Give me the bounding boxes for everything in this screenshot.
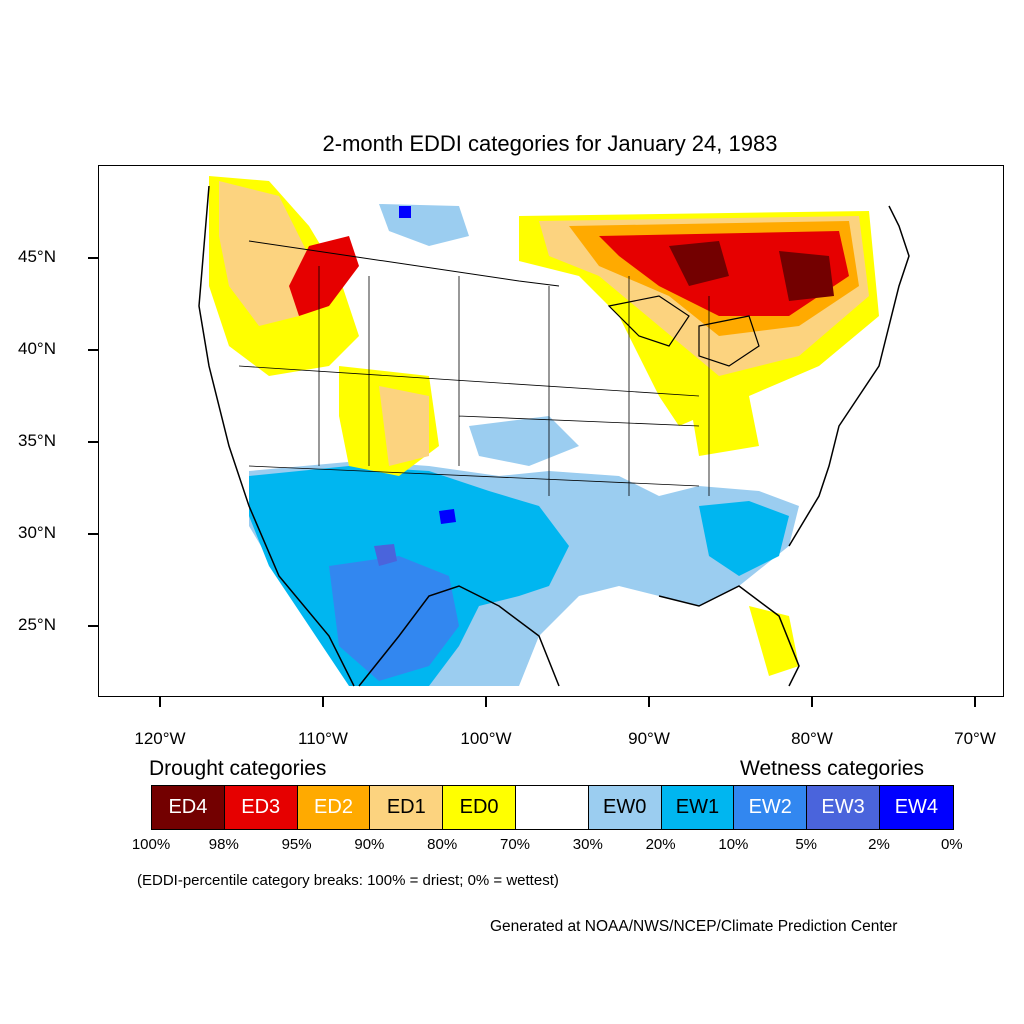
percentile-label: 10%: [718, 836, 749, 853]
lat-label: 30°N: [18, 523, 56, 542]
wet-region-ew1-southeast: [699, 501, 789, 576]
us-border-north: [248, 240, 560, 287]
legend-cell: ED4: [152, 786, 225, 829]
state-lines: [238, 266, 710, 496]
wet-region-ew4-north: [399, 206, 411, 218]
legend-cell: EW0: [588, 786, 662, 829]
legend-cell: EW2: [734, 786, 808, 829]
lon-tick: [322, 697, 324, 707]
percentile-label: 95%: [281, 836, 312, 853]
lon-label: 70°W: [954, 729, 996, 748]
lat-tick: [88, 257, 98, 259]
lon-tick: [485, 697, 487, 707]
percentile-label: 80%: [427, 836, 458, 853]
lon-label: 80°W: [791, 729, 833, 748]
percentile-label: 90%: [354, 836, 385, 853]
map-title: 2-month EDDI categories for January 24, …: [322, 131, 778, 156]
dry-region-ed3-northwest: [289, 236, 359, 316]
wet-region-ew4-nm: [439, 509, 456, 524]
legend-cell: [515, 786, 589, 829]
lon-label: 100°W: [460, 729, 512, 748]
lat-label: 35°N: [18, 431, 56, 450]
percentile-label: 2%: [868, 836, 890, 853]
wetness-categories-heading: Wetness categories: [740, 757, 925, 780]
lon-tick: [159, 697, 161, 707]
percentile-label: 70%: [499, 836, 531, 853]
legend-cell: EW3: [807, 786, 880, 829]
eddi-map: [198, 176, 910, 687]
dry-region-ed4-northeast-2: [779, 251, 834, 301]
lon-tick: [974, 697, 976, 707]
dry-region-ed0-florida: [749, 606, 799, 676]
legend-cell: EW4: [879, 786, 953, 829]
percentile-label: 5%: [795, 836, 818, 853]
wet-region-northern-plains: [379, 204, 469, 246]
dry-region-ed1-central: [379, 386, 429, 466]
percentile-label: 30%: [572, 836, 603, 853]
lon-tick: [648, 697, 650, 707]
lat-tick: [88, 441, 98, 443]
lat-label: 45°N: [18, 247, 56, 266]
legend-cell: ED2: [297, 786, 371, 829]
legend-bar: ED4 ED3 ED2 ED1 ED0 EW0 EW1 EW2 EW3 EW4: [151, 785, 954, 830]
dry-region-ed0-ohio-valley: [689, 396, 759, 456]
lat-tick: [88, 625, 98, 627]
legend-cell: ED3: [224, 786, 298, 829]
wet-region-central: [469, 416, 579, 466]
percentile-label: 0%: [940, 836, 963, 853]
lat-tick: [88, 349, 98, 351]
wet-region-ew2: [329, 556, 459, 681]
lon-label: 110°W: [298, 729, 348, 748]
coastline: [198, 185, 910, 687]
lon-tick: [811, 697, 813, 707]
legend-cell: ED0: [443, 786, 516, 829]
great-lakes: [607, 295, 760, 367]
lat-label: 40°N: [18, 339, 56, 358]
dry-region-ed4-northeast: [669, 241, 729, 286]
legend-cell: EW1: [661, 786, 735, 829]
drought-categories-heading: Drought categories: [149, 757, 327, 780]
lat-tick: [88, 533, 98, 535]
percentile-label: 100%: [131, 836, 171, 853]
legend-cell: ED1: [370, 786, 444, 829]
percentile-label: 98%: [208, 836, 239, 853]
wet-region-ew3: [374, 544, 397, 566]
breaks-note: (EDDI-percentile category breaks: 100% =…: [137, 872, 559, 889]
map-panel: [98, 165, 1004, 697]
lat-label: 25°N: [18, 615, 56, 634]
credit-text: Generated at NOAA/NWS/NCEP/Climate Predi…: [490, 918, 898, 935]
percentile-label: 20%: [645, 836, 676, 853]
lon-label: 120°W: [134, 729, 186, 748]
lon-label: 90°W: [628, 729, 670, 748]
